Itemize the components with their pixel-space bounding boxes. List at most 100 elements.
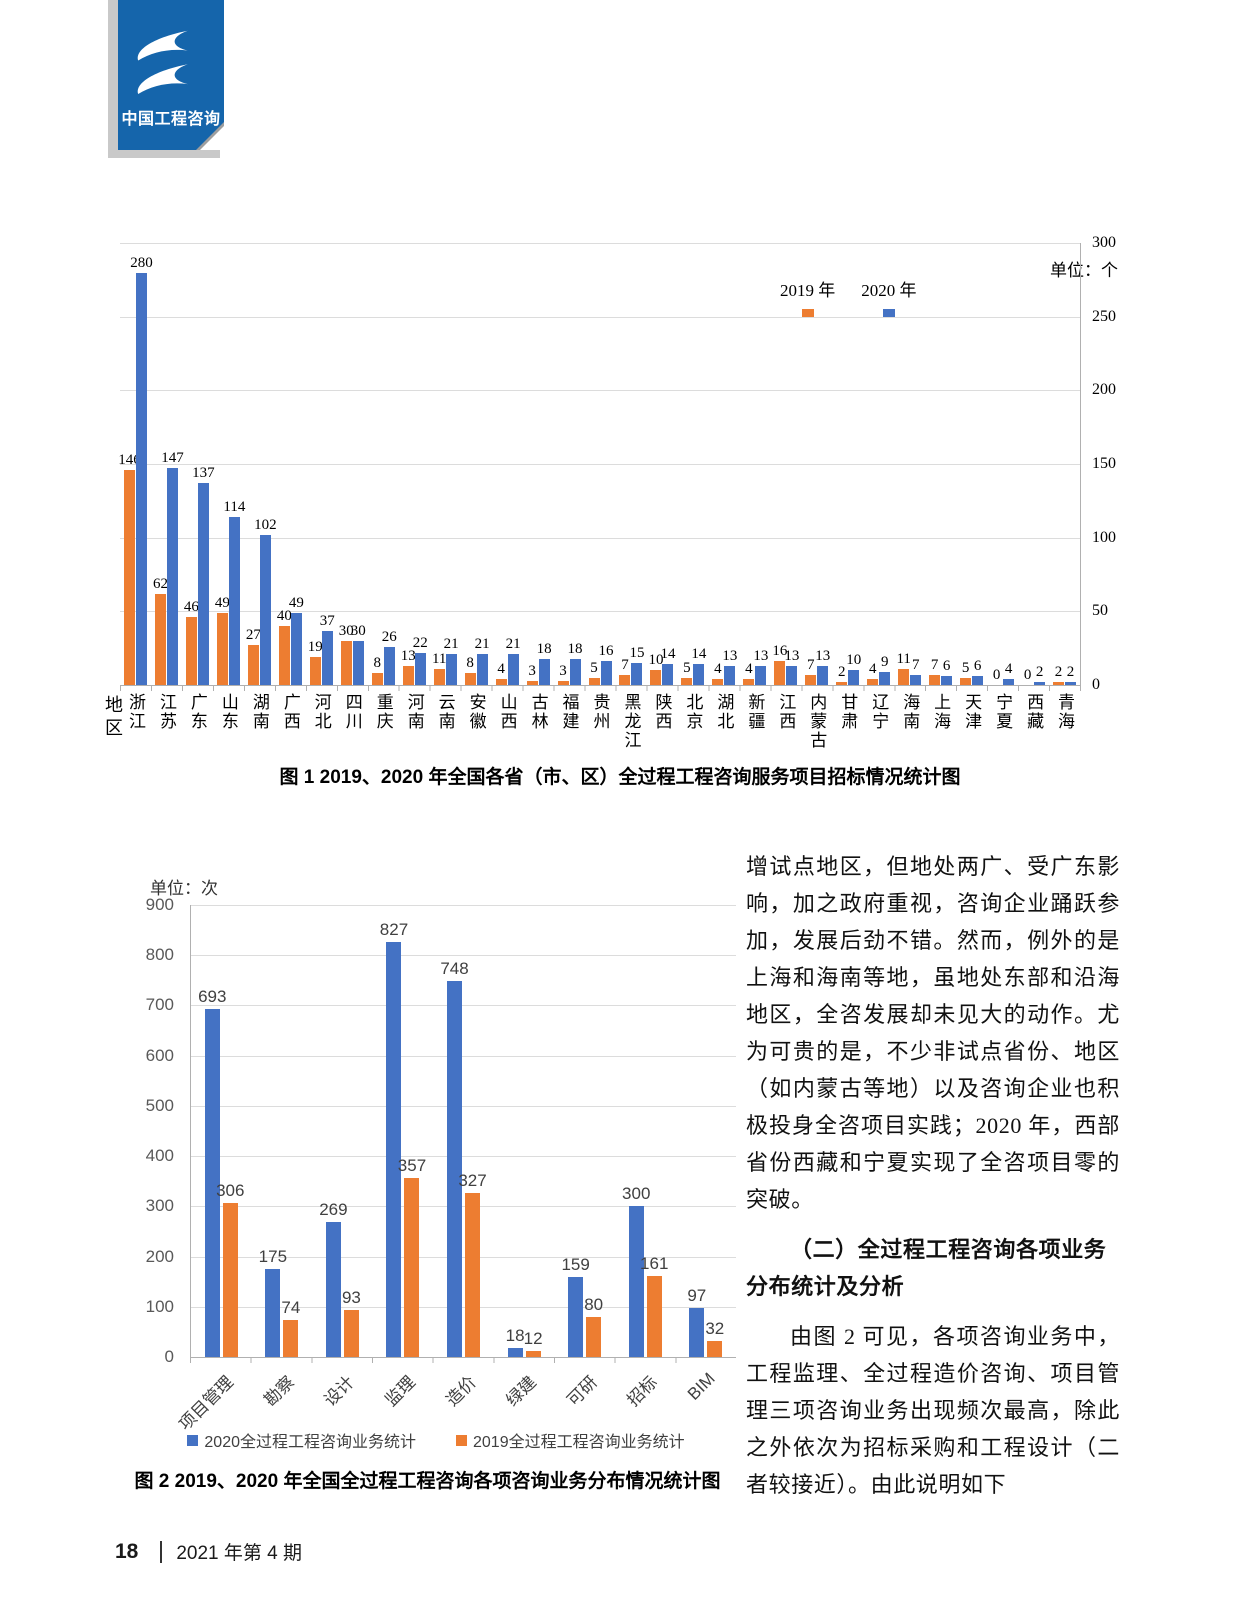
bar: 10 xyxy=(846,652,861,685)
page-footer: 18 2021 年第 4 期 xyxy=(115,1538,302,1565)
bar-value-label: 175 xyxy=(258,1247,288,1267)
bar: 269 xyxy=(319,1200,348,1357)
bar-value-label: 49 xyxy=(214,594,230,611)
bar: 13 xyxy=(815,648,830,685)
bar-value-label: 8 xyxy=(373,655,381,672)
x-axis-label-cell: 可研 xyxy=(553,1363,614,1425)
bar: 13 xyxy=(784,648,799,685)
bar-value-label: 3 xyxy=(559,662,567,679)
x-axis-label: 监理 xyxy=(381,1372,419,1411)
chart2-x-axis: 项目管理 勘察 设计 监理 造价 绿建 可研 招标 BIM xyxy=(176,1363,735,1434)
chart1: 单位：个 2019 年 2020 年 146 280 62 147 46 137 49 114 2… xyxy=(0,234,1240,770)
x-axis-label-cell: 福建 xyxy=(554,693,585,750)
x-axis-label-cell: 内蒙古 xyxy=(801,693,832,750)
bar: 161 xyxy=(640,1254,668,1357)
chart1-legend: 2019 年 2020 年 xyxy=(780,276,917,317)
bar-value-label: 7 xyxy=(807,656,815,673)
bar-value-label: 2 xyxy=(1066,664,1075,681)
bar: 32 xyxy=(705,1319,724,1357)
bar-value-label: 40 xyxy=(276,608,292,625)
x-axis-label-cell: 北京 xyxy=(677,693,708,750)
bar-group: 11 21 xyxy=(430,243,461,685)
bar: 15 xyxy=(629,645,644,685)
x-axis-label-cell: 贵州 xyxy=(585,693,616,750)
bar: 5 xyxy=(681,660,693,685)
x-axis-label-cell: 勘察 xyxy=(251,1363,312,1425)
bar: 37 xyxy=(320,613,335,685)
bar-value-label: 30 xyxy=(350,622,366,639)
x-axis-label: 山西 xyxy=(497,693,517,731)
x-axis-label: 河南 xyxy=(404,693,424,731)
bar-value-label: 8 xyxy=(466,655,474,672)
bar-group: 146 280 xyxy=(118,243,153,685)
bar: 11 xyxy=(432,651,446,685)
legend-swatch xyxy=(801,309,814,317)
legend-swatch xyxy=(882,309,895,317)
bar: 5 xyxy=(588,660,600,685)
bar-value-label: 80 xyxy=(584,1294,604,1314)
bar-group: 2 10 xyxy=(832,243,863,685)
x-axis-label: 西藏 xyxy=(1024,693,1044,731)
gridline xyxy=(191,1306,736,1308)
x-axis-label: 青海 xyxy=(1055,693,1075,731)
x-axis-label: 陕西 xyxy=(652,693,672,731)
gridline xyxy=(191,1055,736,1057)
y-axis-tick-label: 900 xyxy=(145,895,174,914)
bar-value-label: 269 xyxy=(319,1199,348,1219)
bar-value-label: 93 xyxy=(341,1288,361,1308)
x-axis-label-cell: 河南 xyxy=(399,693,430,750)
bar-group: 159 80 xyxy=(554,905,615,1357)
legend-label: 2020 年 xyxy=(861,281,917,300)
bar-value-label: 6 xyxy=(942,658,951,675)
bar-group: 13 22 xyxy=(399,243,430,685)
bar-value-label: 2 xyxy=(1054,664,1063,681)
y-axis-tick-label: 50 xyxy=(1092,602,1108,620)
bar-value-label: 37 xyxy=(319,612,335,629)
x-axis-label-cell: 山东 xyxy=(213,693,244,750)
bar-group: 4 13 xyxy=(708,243,739,685)
bar: 7 xyxy=(910,657,922,685)
bar-value-label: 46 xyxy=(183,599,199,616)
y-axis-tick-label: 400 xyxy=(145,1146,174,1166)
bar-value-label: 13 xyxy=(815,647,831,664)
gridline xyxy=(191,1256,736,1258)
x-axis-label-cell: 监理 xyxy=(372,1363,433,1425)
gridline xyxy=(120,537,1080,539)
bar-value-label: 2 xyxy=(1035,664,1044,681)
x-axis-label-cell: 青海 xyxy=(1049,693,1080,750)
bar-group: 4 21 xyxy=(492,243,523,685)
bar: 175 xyxy=(259,1247,287,1357)
x-axis-label: 勘察 xyxy=(260,1372,298,1411)
chart2-unit-label: 单位：次 xyxy=(150,879,218,898)
bar-value-label: 827 xyxy=(379,919,409,939)
bar: 4 xyxy=(1003,661,1015,685)
y-axis-tick-label: 100 xyxy=(145,1296,174,1316)
bar-value-label: 137 xyxy=(192,465,215,482)
bar-group: 748 327 xyxy=(433,905,494,1357)
bar: 30 xyxy=(339,623,354,685)
bar: 748 xyxy=(440,959,469,1357)
logo-swoosh-icon xyxy=(137,30,188,94)
logo-fold xyxy=(200,126,224,150)
x-axis-label: 江西 xyxy=(776,693,796,731)
bar-value-label: 280 xyxy=(130,254,153,271)
bar: 13 xyxy=(401,648,416,685)
bar: 3 xyxy=(557,663,569,685)
gridline xyxy=(191,1206,736,1208)
gridline xyxy=(191,1105,736,1107)
y-axis-tick-label: 250 xyxy=(1092,307,1116,325)
legend-item: 2020全过程工程咨询业务统计 xyxy=(187,1428,416,1452)
bar: 4 xyxy=(712,661,724,685)
bar-value-label: 11 xyxy=(896,650,911,667)
x-axis-label: 可研 xyxy=(563,1372,601,1411)
chart2-y-axis: 900 800 700 600 500 400 300 200 100 0 xyxy=(128,895,180,1366)
bar: 7 xyxy=(805,657,817,685)
bar: 2 xyxy=(1034,664,1046,685)
bar-value-label: 9 xyxy=(880,653,889,670)
x-axis-label-cell: 甘肃 xyxy=(832,693,863,750)
